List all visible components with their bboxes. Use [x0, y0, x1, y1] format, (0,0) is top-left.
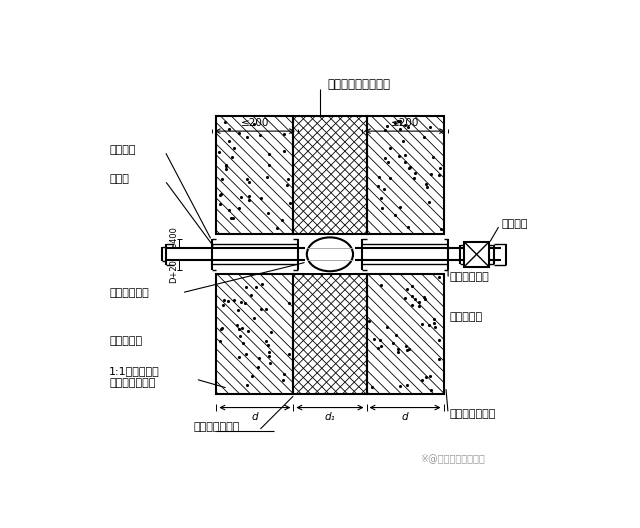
- Bar: [362, 244, 448, 265]
- Ellipse shape: [307, 238, 353, 271]
- Text: 防护密闭套管: 防护密闭套管: [450, 272, 490, 282]
- Text: 防空地下室外墙: 防空地下室外墙: [450, 409, 496, 419]
- Text: d: d: [402, 412, 408, 422]
- Bar: [212, 244, 298, 265]
- Text: d₁: d₁: [324, 412, 335, 422]
- Bar: [293, 275, 367, 394]
- Text: ≤200: ≤200: [391, 118, 419, 128]
- Bar: [216, 275, 293, 394]
- Text: 混凝土二次浇灌: 混凝土二次浇灌: [109, 378, 156, 388]
- Text: 1:1自应力膨胀: 1:1自应力膨胀: [109, 366, 160, 376]
- Text: 防空地下室: 防空地下室: [450, 313, 483, 323]
- Bar: [367, 116, 444, 234]
- Bar: [216, 116, 293, 234]
- Text: 防护阀门: 防护阀门: [501, 219, 528, 229]
- Bar: [166, 248, 501, 260]
- Text: D+200且≥400: D+200且≥400: [169, 226, 178, 283]
- Text: 穿墙管: 穿墙管: [109, 174, 129, 184]
- Text: D: D: [197, 249, 205, 259]
- Text: ※@机义恒昌伸缩接头: ※@机义恒昌伸缩接头: [420, 452, 485, 463]
- Bar: [367, 275, 444, 394]
- Text: 橡胶柔性接头: 橡胶柔性接头: [109, 288, 149, 298]
- Text: ≤200: ≤200: [241, 118, 269, 128]
- Bar: [305, 236, 355, 273]
- Bar: [367, 275, 444, 394]
- Text: d: d: [252, 412, 258, 422]
- Bar: [464, 242, 489, 267]
- Bar: [293, 116, 367, 234]
- Text: 防水套管: 防水套管: [109, 145, 136, 155]
- Text: 填料由建筑设计确定: 填料由建筑设计确定: [327, 79, 390, 91]
- Text: 普通地下室: 普通地下室: [109, 336, 143, 345]
- Bar: [216, 116, 293, 234]
- Bar: [216, 275, 293, 394]
- Text: 普通地下室外墙: 普通地下室外墙: [193, 422, 239, 432]
- Bar: [293, 116, 367, 234]
- Bar: [367, 116, 444, 234]
- Bar: [293, 275, 367, 394]
